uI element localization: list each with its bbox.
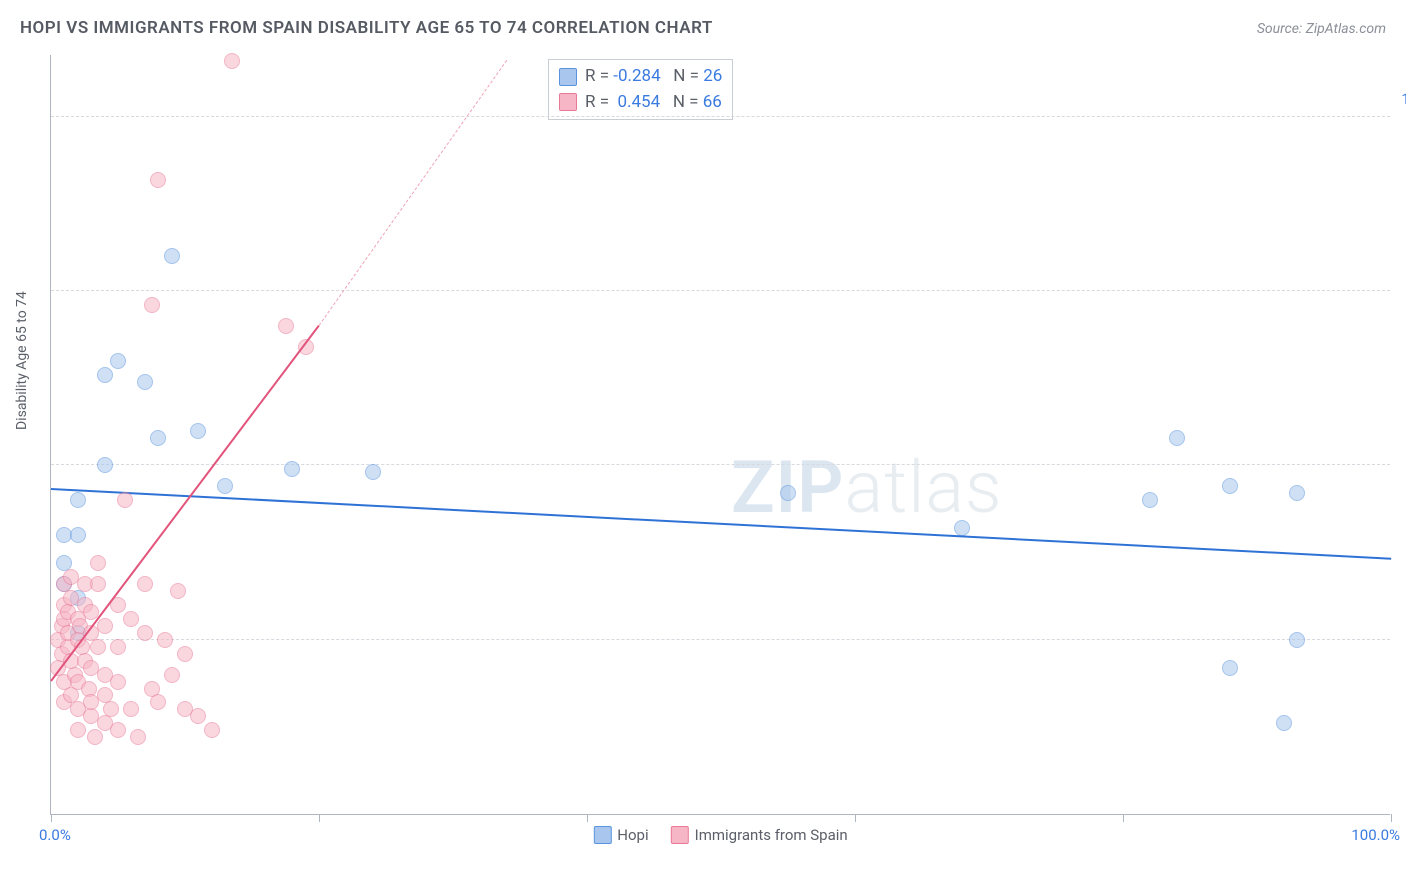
legend-label: Immigrants from Spain bbox=[695, 826, 848, 844]
data-point bbox=[110, 353, 126, 369]
data-point bbox=[190, 423, 206, 439]
data-point bbox=[97, 618, 113, 634]
legend-swatch bbox=[593, 826, 611, 844]
data-point bbox=[103, 701, 119, 717]
data-point bbox=[70, 492, 86, 508]
data-point bbox=[110, 674, 126, 690]
data-point bbox=[164, 248, 180, 264]
data-point bbox=[1289, 485, 1305, 501]
legend-item: Immigrants from Spain bbox=[671, 826, 848, 844]
data-point bbox=[70, 722, 86, 738]
data-point bbox=[204, 722, 220, 738]
data-point bbox=[190, 708, 206, 724]
data-point bbox=[123, 701, 139, 717]
data-point bbox=[123, 611, 139, 627]
stats-row: R = -0.284 N = 26 bbox=[559, 64, 722, 90]
data-point bbox=[157, 632, 173, 648]
legend-label: Hopi bbox=[617, 826, 648, 844]
legend-swatch bbox=[559, 68, 577, 86]
data-point bbox=[97, 457, 113, 473]
watermark: ZIPatlas bbox=[731, 445, 1003, 530]
source-label: Source: ZipAtlas.com bbox=[1257, 21, 1386, 37]
data-point bbox=[137, 576, 153, 592]
x-tick bbox=[855, 814, 856, 822]
data-point bbox=[1222, 660, 1238, 676]
data-point bbox=[137, 625, 153, 641]
y-tick-label: 100.0% bbox=[1401, 90, 1406, 108]
data-point bbox=[1289, 632, 1305, 648]
data-point bbox=[144, 297, 160, 313]
data-point bbox=[130, 729, 146, 745]
data-point bbox=[150, 172, 166, 188]
x-axis-min-label: 0.0% bbox=[39, 826, 71, 844]
x-tick bbox=[1391, 814, 1392, 822]
data-point bbox=[150, 430, 166, 446]
data-point bbox=[110, 722, 126, 738]
trend-line bbox=[319, 60, 507, 326]
data-point bbox=[954, 520, 970, 536]
gridline bbox=[51, 639, 1390, 640]
data-point bbox=[97, 367, 113, 383]
chart-title: HOPI VS IMMIGRANTS FROM SPAIN DISABILITY… bbox=[20, 18, 713, 38]
trend-line bbox=[50, 324, 320, 681]
x-tick bbox=[1123, 814, 1124, 822]
x-tick bbox=[51, 814, 52, 822]
data-point bbox=[1142, 492, 1158, 508]
legend-bottom: Hopi Immigrants from Spain bbox=[593, 826, 847, 844]
data-point bbox=[150, 694, 166, 710]
data-point bbox=[90, 576, 106, 592]
y-axis-label: Disability Age 65 to 74 bbox=[14, 291, 30, 430]
data-point bbox=[1276, 715, 1292, 731]
data-point bbox=[284, 461, 300, 477]
data-point bbox=[90, 555, 106, 571]
data-point bbox=[1169, 430, 1185, 446]
stats-box: R = -0.284 N = 26R = 0.454 N = 66 bbox=[548, 59, 733, 120]
data-point bbox=[170, 583, 186, 599]
data-point bbox=[1222, 478, 1238, 494]
gridline bbox=[51, 290, 1390, 291]
gridline bbox=[51, 116, 1390, 117]
x-axis-max-label: 100.0% bbox=[1351, 826, 1400, 844]
data-point bbox=[87, 729, 103, 745]
gridline bbox=[51, 464, 1390, 465]
data-point bbox=[70, 527, 86, 543]
stats-row: R = 0.454 N = 66 bbox=[559, 90, 722, 116]
data-point bbox=[224, 53, 240, 69]
data-point bbox=[278, 318, 294, 334]
x-tick bbox=[319, 814, 320, 822]
legend-item: Hopi bbox=[593, 826, 648, 844]
x-tick bbox=[587, 814, 588, 822]
data-point bbox=[365, 464, 381, 480]
data-point bbox=[164, 667, 180, 683]
legend-swatch bbox=[559, 93, 577, 111]
data-point bbox=[177, 646, 193, 662]
legend-swatch bbox=[671, 826, 689, 844]
data-point bbox=[217, 478, 233, 494]
trend-line bbox=[51, 488, 1391, 560]
data-point bbox=[110, 639, 126, 655]
data-point bbox=[780, 485, 796, 501]
data-point bbox=[137, 374, 153, 390]
data-point bbox=[117, 492, 133, 508]
data-point bbox=[90, 639, 106, 655]
plot-area: ZIPatlas R = -0.284 N = 26R = 0.454 N = … bbox=[50, 55, 1390, 815]
